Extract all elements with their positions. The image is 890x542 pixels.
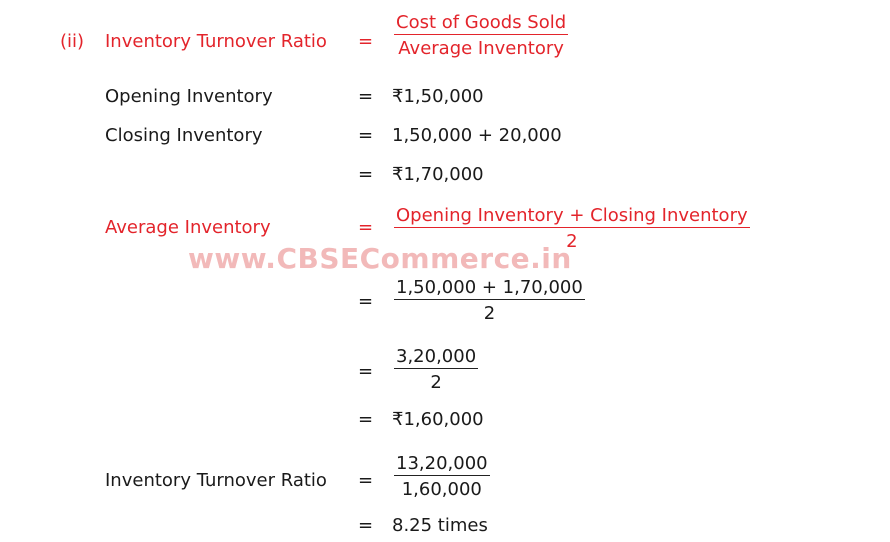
average-label: Average Inventory [105,217,271,238]
equals-sign: = [358,125,374,146]
opening-label: Opening Inventory [105,86,273,107]
watermark: www.CBSECommerce.in [188,242,572,275]
formula-label: Inventory Turnover Ratio [105,31,327,52]
equals-sign: = [358,409,374,430]
equals-sign: = [358,31,374,52]
result-value: 8.25 times [392,515,488,536]
numerator: Cost of Goods Sold [394,12,569,35]
opening-value: ₹1,50,000 [392,86,484,107]
closing-value: ₹1,70,000 [392,164,484,185]
equals-sign: = [358,470,374,491]
numerator: 3,20,000 [394,346,479,369]
equals-sign: = [358,86,374,107]
equals-sign: = [358,291,374,312]
average-step2-fraction: 3,20,000 2 [394,346,479,394]
numerator: Opening Inventory + Closing Inventory [394,205,750,228]
equals-sign: = [358,361,374,382]
result-fraction: 13,20,000 1,60,000 [394,453,490,501]
result-label: Inventory Turnover Ratio [105,470,327,491]
average-step1-fraction: 1,50,000 + 1,70,000 2 [394,277,585,325]
denominator: 2 [430,372,442,393]
equals-sign: = [358,217,374,238]
formula-fraction: Cost of Goods Sold Average Inventory [394,12,569,60]
part-label: (ii) [60,31,85,52]
numerator: 1,50,000 + 1,70,000 [394,277,585,300]
average-value: ₹1,60,000 [392,409,484,430]
denominator: Average Inventory [398,38,564,59]
equals-sign: = [358,515,374,536]
denominator: 1,60,000 [401,479,482,500]
closing-label: Closing Inventory [105,125,263,146]
average-fraction: Opening Inventory + Closing Inventory 2 [394,205,750,253]
denominator: 2 [483,303,496,324]
numerator: 13,20,000 [394,453,490,476]
denominator: 2 [566,231,578,252]
closing-expr: 1,50,000 + 20,000 [392,125,562,146]
equals-sign: = [358,164,374,185]
